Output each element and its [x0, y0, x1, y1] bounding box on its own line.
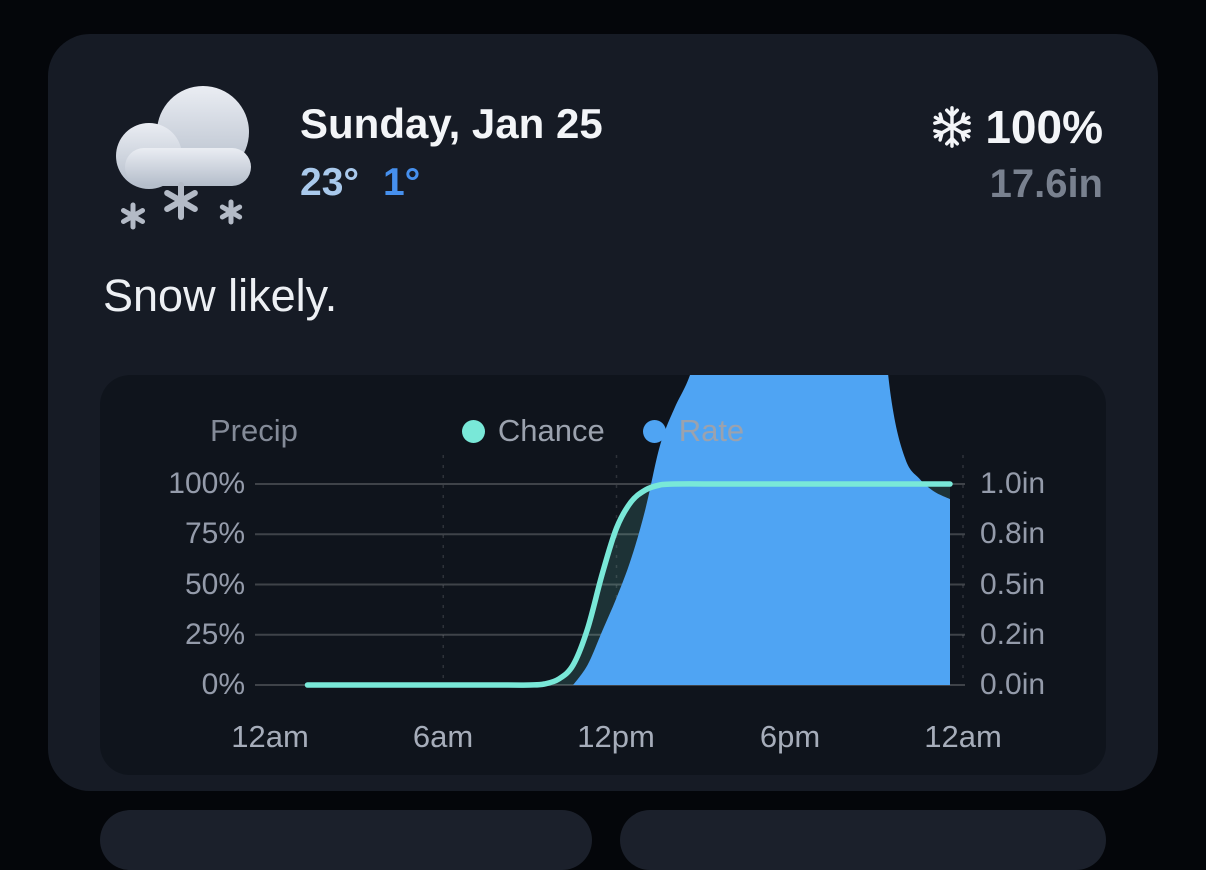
precip-probability: 100%	[985, 101, 1103, 153]
chart-legend: Chance Rate	[100, 413, 1106, 449]
y-axis-right-label: 0.2in	[980, 618, 1046, 651]
legend-rate-label: Rate	[678, 413, 745, 448]
x-axis-label: 12pm	[577, 719, 655, 754]
precip-chart-card[interactable]: Precip Chance Rate 100% 75% 50% 25% 0% 1…	[100, 375, 1106, 775]
chance-dot-icon	[461, 419, 485, 443]
y-axis-left-label: 50%	[184, 568, 245, 601]
chart-title: Precip	[210, 413, 298, 448]
next-section-card-left[interactable]	[100, 810, 592, 870]
y-axis-right-label: 0.5in	[980, 568, 1046, 601]
high-temp: 23°	[300, 161, 359, 204]
day-header: Sunday, Jan 25 23° 1°	[300, 100, 603, 205]
x-axis-label: 12am	[231, 719, 309, 754]
x-axis-label: 12am	[924, 719, 1002, 754]
legend-item-chance: Chance	[461, 413, 605, 449]
legend-chance-label: Chance	[497, 413, 605, 448]
y-axis-left-label: 0%	[201, 668, 245, 701]
y-axis-right-label: 0.8in	[980, 517, 1046, 550]
snowflake-icon	[929, 104, 975, 150]
y-axis-right-label: 1.0in	[980, 467, 1046, 500]
x-axis-label: 6am	[412, 719, 474, 754]
forecast-summary: Snow likely.	[103, 270, 338, 321]
y-axis-left-label: 100%	[168, 467, 245, 500]
x-axis-label: 6pm	[759, 719, 821, 754]
low-temp: 1°	[382, 161, 421, 204]
precip-amount: 17.6in	[989, 162, 1103, 206]
y-axis-right-label: 0.0in	[980, 668, 1046, 701]
temperature-range: 23° 1°	[300, 161, 603, 205]
y-axis-left-label: 75%	[184, 517, 245, 550]
daily-forecast-card[interactable]: Sunday, Jan 25 23° 1°	[48, 34, 1158, 791]
date-label: Sunday, Jan 25	[300, 100, 603, 147]
legend-item-rate: Rate	[642, 413, 745, 449]
y-axis-left-label: 25%	[184, 618, 245, 651]
precip-summary: 100% 17.6in	[929, 100, 1103, 207]
next-section-card-right[interactable]	[620, 810, 1106, 870]
rate-dot-icon	[642, 419, 666, 443]
snow-cloud-icon	[103, 74, 273, 249]
precip-chart-plot[interactable]	[100, 375, 1106, 775]
